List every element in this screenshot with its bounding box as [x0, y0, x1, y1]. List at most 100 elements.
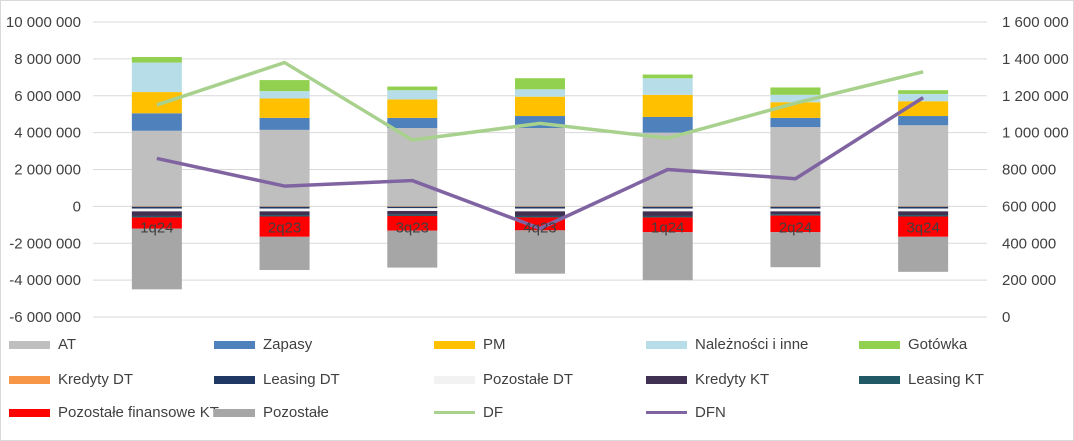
legend-item: DFN	[646, 404, 726, 421]
right-axis-ticks: 1 600 000 1 400 000 1 200 000 1 000 000 800 …	[1002, 14, 1069, 326]
right-axis-tick-label: 0	[1002, 309, 1010, 326]
legend-swatch	[434, 340, 475, 349]
legend-item: Leasing DT	[214, 371, 340, 388]
bar-segment	[259, 206, 310, 209]
bar-segment	[515, 128, 565, 207]
bar-segment	[131, 92, 182, 114]
bar-segment	[131, 215, 182, 218]
bar-segment	[259, 216, 310, 237]
legend-item: Pozostałe	[214, 404, 329, 421]
legend-swatch	[859, 340, 900, 349]
bar-segment	[259, 91, 310, 99]
legend-swatch	[9, 408, 50, 417]
bar-segment	[642, 78, 693, 95]
bar-segment	[387, 86, 438, 91]
legend-item: Kredyty KT	[646, 371, 769, 388]
bar-segment	[259, 236, 310, 270]
legend-label: Leasing DT	[263, 371, 340, 388]
bar-segment	[642, 215, 693, 218]
bar-segment	[259, 215, 310, 217]
legend: AT Zapasy PM Należności i inne Gotówka Kredyt…	[1, 331, 1073, 431]
legend-label: Pozostałe DT	[483, 371, 574, 388]
legend-label: Zapasy	[263, 336, 313, 353]
category-label: 2q24	[779, 219, 812, 236]
legend-label: Pozostałe	[263, 404, 329, 421]
legend-item: PM	[434, 336, 506, 353]
bar-segment	[515, 78, 565, 90]
legend-swatch	[214, 408, 255, 417]
bar-segment	[515, 217, 565, 231]
bar-segment	[642, 206, 693, 209]
right-axis-tick-label: 400 000	[1002, 235, 1056, 252]
bar-segment	[770, 94, 821, 103]
legend-item: Należności i inne	[646, 336, 808, 353]
legend-swatch	[9, 340, 50, 349]
left-axis-tick-label: -4 000 000	[9, 272, 81, 289]
bar-segment	[131, 228, 182, 290]
legend-label: AT	[58, 336, 77, 353]
bar-segment	[387, 206, 438, 207]
bar-segment	[898, 116, 949, 126]
legend-label: Kredyty DT	[58, 371, 134, 388]
bar-segment	[770, 215, 821, 233]
bar-segment	[131, 130, 182, 207]
bar-segment	[770, 206, 821, 209]
left-axis-tick-label: -6 000 000	[9, 309, 81, 326]
legend-swatch	[859, 375, 900, 384]
bar-segment	[259, 208, 310, 212]
bar-segment	[515, 206, 565, 207]
left-axis-tick-label: 2 000 000	[14, 162, 81, 179]
bar-segment	[515, 89, 565, 97]
right-axis-tick-label: 1 600 000	[1002, 14, 1069, 31]
line-series	[156, 60, 925, 231]
legend-label: Leasing KT	[908, 371, 984, 388]
legend-item: Gotówka	[859, 336, 967, 353]
bar-segment	[259, 98, 310, 118]
bar-segment	[515, 211, 565, 216]
bar-segment	[642, 232, 693, 281]
right-axis-tick-label: 1 000 000	[1002, 125, 1069, 142]
category-label: 2q23	[268, 219, 301, 236]
legend-label: DFN	[695, 404, 726, 421]
bar-segment	[642, 208, 693, 212]
bar-segment	[898, 236, 949, 272]
legend-swatch	[434, 411, 475, 414]
bar-segment	[259, 211, 310, 216]
bar-segment	[387, 210, 438, 215]
bar-segment	[642, 116, 693, 133]
bar-segment	[770, 232, 821, 268]
bar-segment	[898, 206, 949, 207]
legend-swatch	[9, 375, 50, 384]
bar-segment	[387, 208, 438, 211]
legend-label: Gotówka	[908, 336, 968, 353]
bar-segment	[898, 125, 949, 207]
legend-swatch	[646, 375, 687, 384]
bar-segment	[387, 215, 438, 231]
legend-item: Pozostałe DT	[434, 371, 573, 388]
legend-label: DF	[483, 404, 503, 421]
bar-segment	[131, 206, 182, 209]
bar-segment	[898, 215, 949, 217]
left-axis-tick-label: -2 000 000	[9, 235, 81, 252]
left-axis-ticks: 10 000 000 8 000 000 6 000 000 4 000 000 2 0…	[6, 14, 81, 326]
bar-segment	[898, 211, 949, 216]
bar-segment	[387, 214, 438, 216]
right-axis-tick-label: 200 000	[1002, 272, 1056, 289]
right-axis-tick-label: 1 400 000	[1002, 51, 1069, 68]
bar-segment	[515, 96, 565, 117]
left-axis-tick-label: 6 000 000	[14, 88, 81, 105]
right-axis-tick-label: 800 000	[1002, 162, 1056, 179]
bar-segment	[898, 208, 949, 212]
bar-segment	[642, 94, 693, 117]
legend-swatch	[434, 375, 475, 384]
bar-segment	[387, 90, 438, 100]
bar-segment	[259, 129, 310, 207]
bar-segment	[770, 117, 821, 128]
right-axis-tick-label: 600 000	[1002, 198, 1056, 215]
legend-swatch	[646, 340, 687, 349]
bar-segment	[642, 206, 693, 207]
bar-segment	[387, 99, 438, 118]
bar-segment	[642, 211, 693, 216]
